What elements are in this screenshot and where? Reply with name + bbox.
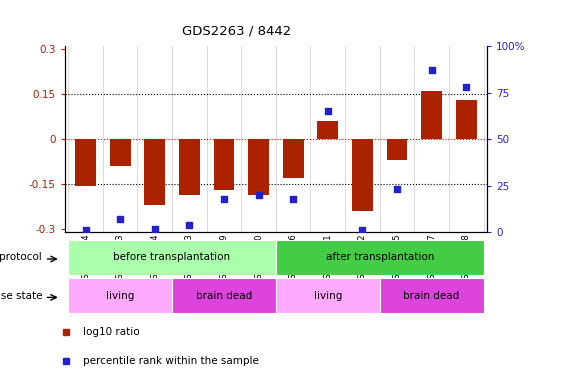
Bar (213, 139, 234, 190)
Point (254, 192, 263, 198)
Text: percentile rank within the sample: percentile rank within the sample (83, 356, 258, 366)
Point (220, 196, 229, 202)
Bar (75, 139, 96, 186)
Point (462, 84, 471, 90)
Text: protocol: protocol (0, 252, 42, 262)
Point (427, 67, 436, 73)
Text: before transplantation: before transplantation (114, 252, 231, 262)
Bar (456, 100, 477, 139)
Text: living: living (106, 291, 135, 301)
Bar (179, 139, 200, 195)
Bar (68, 240, 276, 275)
Text: brain dead: brain dead (196, 291, 252, 301)
Point (115, 216, 124, 222)
Bar (352, 139, 373, 211)
Bar (387, 139, 408, 160)
Bar (318, 121, 338, 139)
Bar (379, 278, 484, 313)
Bar (248, 139, 269, 195)
Point (289, 196, 298, 202)
Text: living: living (314, 291, 342, 301)
Text: log10 ratio: log10 ratio (83, 327, 139, 337)
Text: GDS2263 / 8442: GDS2263 / 8442 (182, 25, 291, 38)
Bar (172, 278, 276, 313)
Point (150, 225, 159, 232)
Point (81, 227, 90, 233)
Bar (68, 278, 172, 313)
Point (185, 222, 194, 228)
Point (323, 108, 332, 114)
Bar (110, 139, 131, 166)
Point (358, 227, 367, 233)
Bar (421, 91, 442, 139)
Bar (283, 139, 303, 178)
Text: brain dead: brain dead (404, 291, 460, 301)
Bar (276, 278, 379, 313)
Bar (276, 240, 484, 275)
Text: disease state: disease state (0, 291, 42, 301)
Bar (144, 139, 165, 205)
Point (392, 186, 401, 192)
Text: after transplantation: after transplantation (325, 252, 434, 262)
